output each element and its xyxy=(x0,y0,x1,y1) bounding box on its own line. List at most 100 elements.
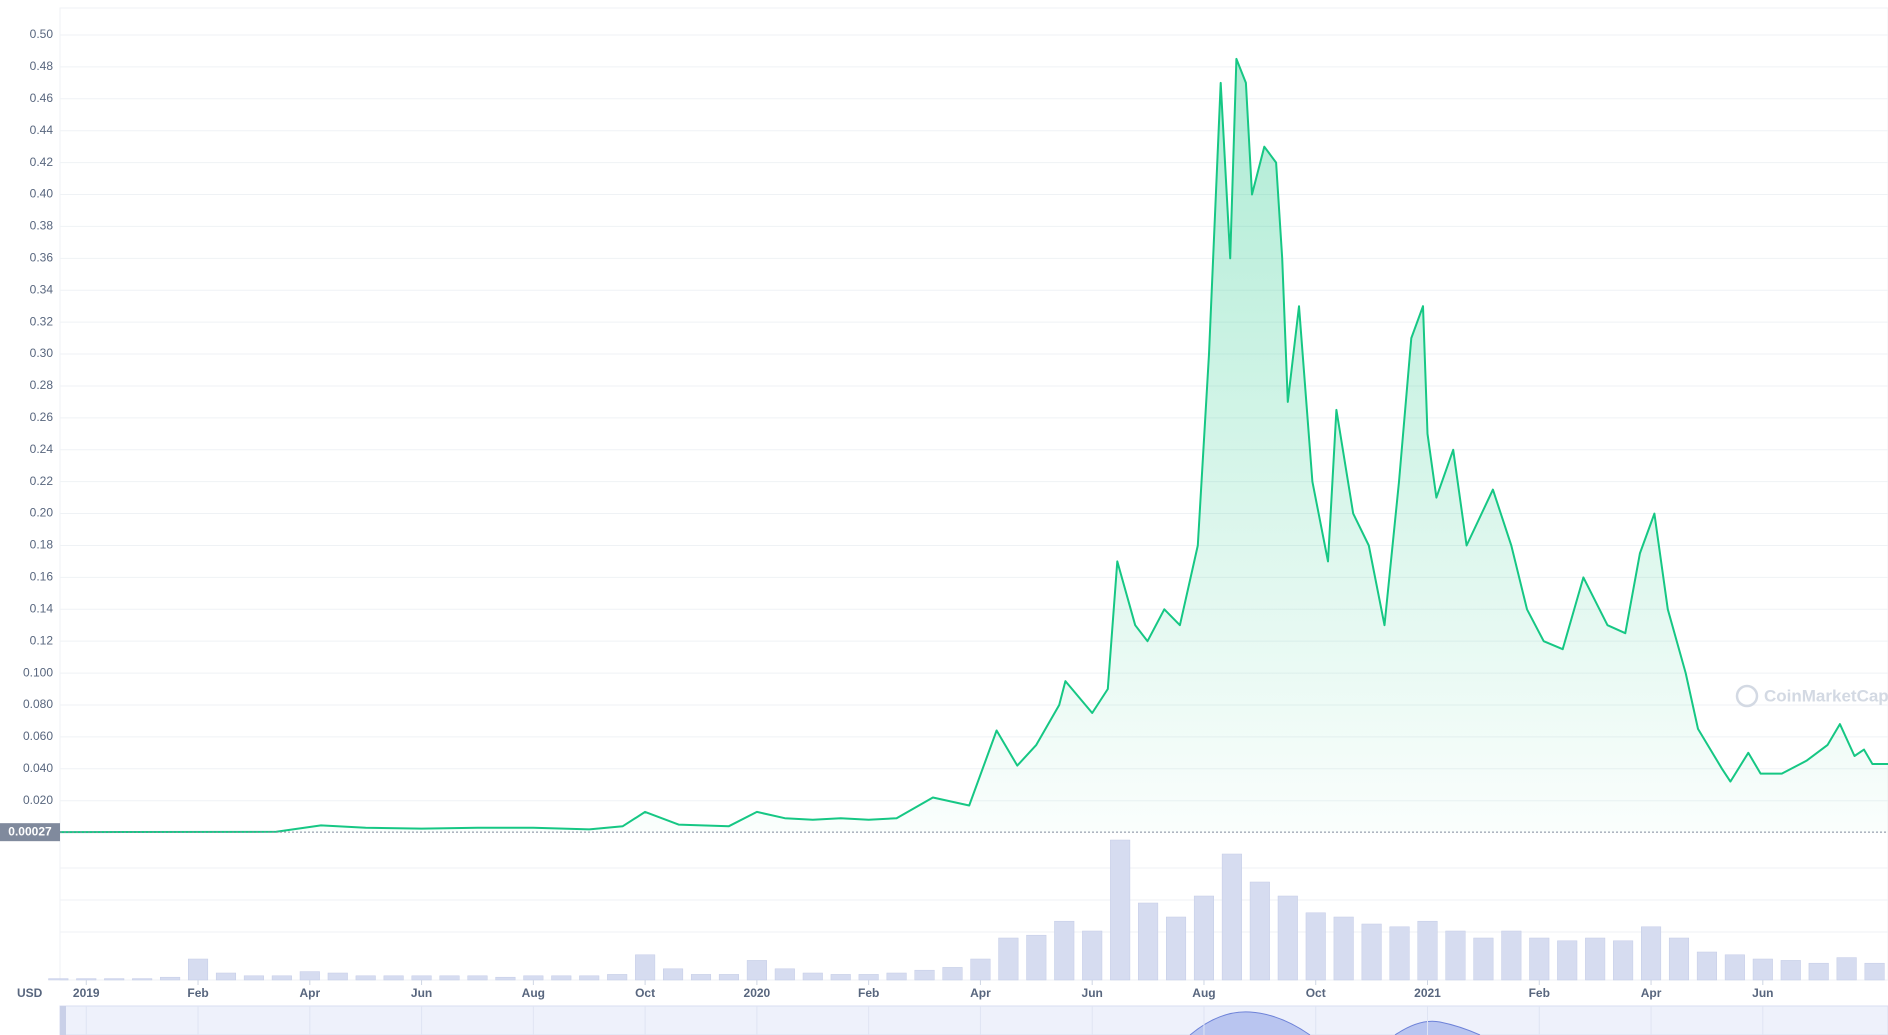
volume-bar xyxy=(942,967,963,981)
y-tick-label: 0.060 xyxy=(23,729,53,743)
x-tick-label: 2020 xyxy=(744,986,771,1000)
volume-bar xyxy=(383,975,404,981)
volume-bar xyxy=(1780,960,1801,981)
y-tick-label: 0.44 xyxy=(30,123,54,137)
volume-bar xyxy=(774,968,795,981)
volume-bar xyxy=(1389,926,1410,981)
y-tick-label: 0.24 xyxy=(30,442,54,456)
volume-bar xyxy=(104,978,125,981)
price-area xyxy=(60,58,1888,833)
volume-bar xyxy=(1501,930,1522,981)
volume-bar xyxy=(858,974,879,981)
y-tick-label: 0.18 xyxy=(30,538,54,552)
x-tick-label: 2021 xyxy=(1414,986,1441,1000)
volume-bar xyxy=(1333,916,1354,981)
y-tick-label: 0.12 xyxy=(30,633,54,647)
volume-bar xyxy=(886,972,907,981)
volume-bar xyxy=(1110,839,1131,981)
labels: 0.020 0.040 0.060 0.080 0.100 0.12 0.14 0.16 0.1… xyxy=(0,27,1773,1000)
x-tick-label: Oct xyxy=(635,986,655,1000)
volume-bar xyxy=(215,972,237,981)
y-tick-label: 0.100 xyxy=(23,665,53,679)
current-price-label: 0.00027 xyxy=(8,824,52,838)
volume-bar xyxy=(1613,940,1634,981)
watermark: CoinMarketCap xyxy=(1764,686,1888,705)
navigator-handle[interactable] xyxy=(60,1006,66,1035)
y-tick-label: 0.040 xyxy=(23,761,53,775)
volume-bar xyxy=(551,975,572,981)
volume-bar xyxy=(1668,937,1690,981)
volume-bar xyxy=(1473,937,1494,981)
volume-bar xyxy=(523,975,544,981)
volume-bar xyxy=(1585,937,1606,981)
y-tick-label: 0.14 xyxy=(30,601,54,615)
x-tick-label: Jun xyxy=(1082,986,1103,1000)
current-price-box xyxy=(0,823,60,842)
volume-bar xyxy=(1836,957,1857,981)
volume-bar xyxy=(1165,916,1187,981)
y-tick-label: 0.28 xyxy=(30,378,54,392)
volume-bar xyxy=(76,978,97,981)
watermark-logo xyxy=(1735,684,1759,708)
volume-bar xyxy=(1082,930,1103,981)
y-tick-label: 0.20 xyxy=(30,506,54,520)
volume-bar xyxy=(188,958,209,981)
volume-bar xyxy=(970,958,991,981)
volume-bar xyxy=(1557,940,1578,981)
volume-bar xyxy=(1641,926,1662,981)
volume-bar xyxy=(160,976,181,981)
plot-frame xyxy=(59,7,1888,981)
volume-bar xyxy=(1417,920,1438,981)
y-tick-label: 0.080 xyxy=(23,697,53,711)
volume-bar xyxy=(48,978,69,981)
volume-bar xyxy=(914,969,935,981)
volume-bars xyxy=(48,839,1885,981)
y-tick-label: 0.30 xyxy=(30,346,54,360)
volume-bar xyxy=(1361,923,1382,981)
volume-bar xyxy=(299,971,320,981)
volume-bar xyxy=(495,976,516,981)
navigator-preview xyxy=(1189,1011,1481,1035)
y-tick-label: 0.36 xyxy=(30,250,54,264)
volume-bar xyxy=(1808,962,1829,981)
x-tick-label: Oct xyxy=(1306,986,1326,1000)
volume-bar xyxy=(1138,902,1159,981)
x-tick-label: Feb xyxy=(187,986,208,1000)
volume-bar xyxy=(243,975,264,981)
volume-bar xyxy=(830,974,851,981)
volume-bar xyxy=(1752,958,1773,981)
y-tick-label: 0.32 xyxy=(30,314,54,328)
volume-bar xyxy=(1221,853,1242,981)
volume-bar xyxy=(579,975,600,981)
volume-bar xyxy=(271,975,292,981)
volume-bar xyxy=(1249,881,1270,981)
y-tick-label: 0.020 xyxy=(23,793,53,807)
volume-bar xyxy=(1026,934,1047,981)
x-tick-label: Apr xyxy=(1641,986,1662,1000)
navigator[interactable] xyxy=(59,1005,1888,1035)
volume-bar xyxy=(1529,937,1550,981)
volume-bar xyxy=(663,968,684,981)
y-tick-label: 0.22 xyxy=(30,474,54,488)
volume-bar xyxy=(1864,962,1885,981)
volume-bar xyxy=(1696,951,1717,981)
volume-bar xyxy=(355,975,376,981)
volume-bar xyxy=(1277,895,1298,981)
volume-bar xyxy=(411,975,432,981)
y-tick-label: 0.40 xyxy=(30,187,54,201)
volume-bar xyxy=(467,975,488,981)
volume-bar xyxy=(1445,930,1466,981)
y-tick-label: 0.42 xyxy=(30,155,54,169)
x-tick-label: Aug xyxy=(1192,986,1215,1000)
volume-bar xyxy=(802,972,823,981)
x-tick-label: Feb xyxy=(1529,986,1550,1000)
x-tick-label: Apr xyxy=(970,986,991,1000)
y-tick-label: 0.48 xyxy=(30,59,54,73)
volume-bar xyxy=(327,972,348,981)
price-line xyxy=(59,57,1888,834)
price-marks xyxy=(59,57,1888,834)
volume-bar xyxy=(132,978,153,981)
volume-bar xyxy=(1054,920,1075,981)
x-tick-label: 2019 xyxy=(73,986,100,1000)
